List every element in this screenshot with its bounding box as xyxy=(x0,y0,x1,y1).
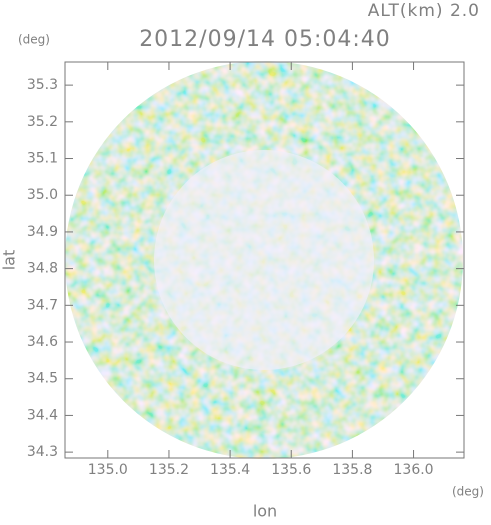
x-tick-label: 135.4 xyxy=(210,462,250,478)
plot-frame xyxy=(64,61,465,459)
y-tick-label: 34.7 xyxy=(27,297,58,313)
chart-title: 2012/09/14 05:04:40 xyxy=(139,27,391,52)
y-tick-label: 35.1 xyxy=(27,151,58,167)
x-tick-label: 135.8 xyxy=(332,462,372,478)
y-unit: (deg) xyxy=(18,33,50,47)
field-center xyxy=(154,150,374,370)
x-unit: (deg) xyxy=(452,485,484,499)
y-tick-label: 34.9 xyxy=(27,224,58,240)
x-axis-label: lon xyxy=(253,502,277,521)
y-tick-label: 35.3 xyxy=(27,77,58,93)
y-axis-label: lat xyxy=(0,250,19,271)
x-tick-label: 135.2 xyxy=(149,462,189,478)
altitude-label: ALT(km) 2.0 xyxy=(368,1,480,21)
y-tick-label: 34.4 xyxy=(27,407,58,423)
y-tick-label: 35.0 xyxy=(27,187,58,203)
y-tick-label: 34.3 xyxy=(27,444,58,460)
y-tick-label: 34.6 xyxy=(27,334,58,350)
y-tick-label: 35.2 xyxy=(27,114,58,130)
y-tick-label: 34.5 xyxy=(27,371,58,387)
y-tick-label: 34.8 xyxy=(27,261,58,277)
x-tick-label: 135.6 xyxy=(271,462,311,478)
radar-field xyxy=(65,61,463,459)
x-tick-label: 135.0 xyxy=(88,462,128,478)
x-tick-label: 136.0 xyxy=(394,462,434,478)
